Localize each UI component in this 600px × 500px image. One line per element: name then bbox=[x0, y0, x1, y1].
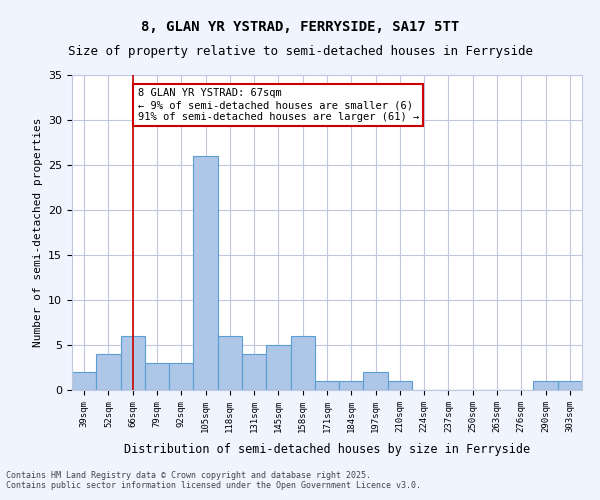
Bar bbox=[388, 381, 412, 390]
Text: Size of property relative to semi-detached houses in Ferryside: Size of property relative to semi-detach… bbox=[67, 45, 533, 58]
Text: 8 GLAN YR YSTRAD: 67sqm
← 9% of semi-detached houses are smaller (6)
91% of semi: 8 GLAN YR YSTRAD: 67sqm ← 9% of semi-det… bbox=[137, 88, 419, 122]
Bar bbox=[315, 381, 339, 390]
Bar bbox=[96, 354, 121, 390]
Bar bbox=[218, 336, 242, 390]
Bar bbox=[121, 336, 145, 390]
Text: 8, GLAN YR YSTRAD, FERRYSIDE, SA17 5TT: 8, GLAN YR YSTRAD, FERRYSIDE, SA17 5TT bbox=[141, 20, 459, 34]
Bar bbox=[290, 336, 315, 390]
Bar bbox=[72, 372, 96, 390]
Bar bbox=[533, 381, 558, 390]
Bar bbox=[266, 345, 290, 390]
Y-axis label: Number of semi-detached properties: Number of semi-detached properties bbox=[32, 118, 43, 347]
Text: Contains HM Land Registry data © Crown copyright and database right 2025.
Contai: Contains HM Land Registry data © Crown c… bbox=[6, 470, 421, 490]
Bar bbox=[558, 381, 582, 390]
Bar bbox=[364, 372, 388, 390]
X-axis label: Distribution of semi-detached houses by size in Ferryside: Distribution of semi-detached houses by … bbox=[124, 443, 530, 456]
Bar bbox=[145, 363, 169, 390]
Bar bbox=[242, 354, 266, 390]
Bar bbox=[339, 381, 364, 390]
Bar bbox=[169, 363, 193, 390]
Bar bbox=[193, 156, 218, 390]
